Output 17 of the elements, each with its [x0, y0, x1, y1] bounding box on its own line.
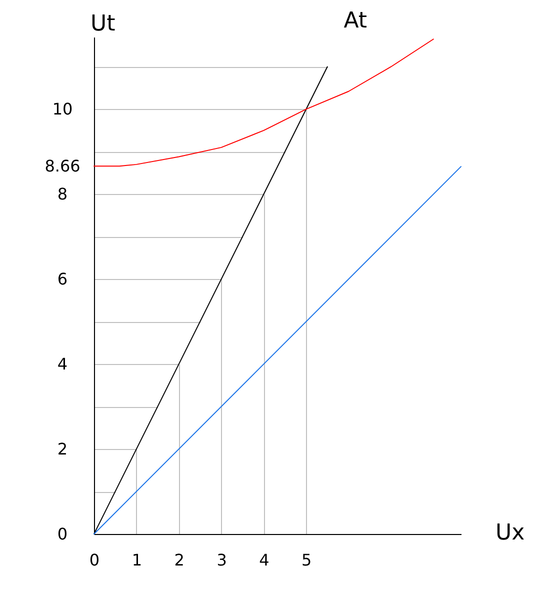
line-series [94, 38, 434, 167]
x-tick-label: 5 [302, 550, 312, 570]
y-tick-label: 4 [57, 354, 68, 374]
x-tick-label: 4 [259, 550, 270, 570]
series-label: At [344, 8, 368, 34]
x-tick-label: 3 [216, 550, 227, 570]
y-axis-title: Ut [90, 12, 116, 36]
y-tick-label: 6 [57, 270, 68, 289]
x-axis-title: Ux [496, 520, 525, 546]
y-tick-label: 0 [57, 524, 68, 544]
y-tick-label: 10 [52, 100, 73, 119]
y-tick-label: 8 [57, 184, 68, 204]
x-tick-label: 0 [89, 550, 100, 570]
x-tick-label: 1 [132, 550, 142, 570]
y-tick-label: 8.66 [44, 156, 80, 176]
x-tick-label: 2 [174, 550, 184, 570]
y-tick-label: 2 [57, 440, 68, 459]
